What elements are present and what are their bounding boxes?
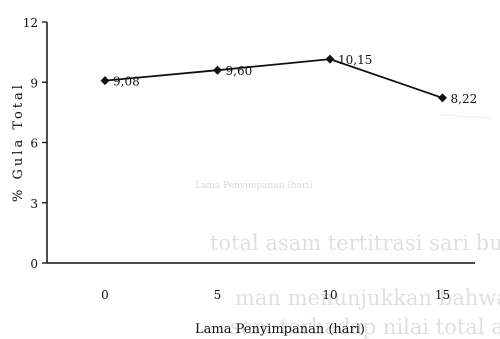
x-ticks: 0 5 10 15 xyxy=(101,288,450,302)
bleed-line-2: man menunjukkan bahwa perlakuan l xyxy=(235,286,500,310)
y-tick-label: 0 xyxy=(30,257,38,271)
data-label: 10,15 xyxy=(338,53,372,67)
x-tick-label: 15 xyxy=(435,288,450,302)
bleed-line-1: total asam tertitrasi sari buah murbei s xyxy=(210,231,500,255)
data-point xyxy=(213,65,222,75)
y-tick-label: 6 xyxy=(30,137,38,151)
data-point xyxy=(438,93,447,103)
y-ticks: 0 3 6 9 12 xyxy=(23,16,47,271)
x-tick-label: 0 xyxy=(101,288,109,302)
y-tick-label: 12 xyxy=(23,16,38,30)
data-label: 9,60 xyxy=(226,64,253,78)
series-group: 9,08 9,60 10,15 8,22 xyxy=(100,53,478,106)
data-label: 8,22 xyxy=(451,92,478,106)
x-tick-label: 10 xyxy=(322,288,337,302)
data-label: 9,08 xyxy=(113,75,140,89)
series-line xyxy=(104,58,443,99)
data-point xyxy=(325,54,335,64)
bleed-line-3: sam terhadap nilai total asam te xyxy=(230,315,500,339)
y-tick-label: 9 xyxy=(30,76,38,90)
y-tick-label: 3 xyxy=(30,197,38,211)
x-axis-title: Lama Penyimpanan (hari) xyxy=(195,322,365,337)
data-point xyxy=(100,76,110,86)
y-axis-title: % Gula Total xyxy=(11,82,26,202)
bleed-faint-label: Lama Penyimpanan (hari) xyxy=(195,180,313,191)
x-tick-label: 5 xyxy=(214,288,222,302)
bleed-through: Lama Penyimpanan (hari) total asam terti… xyxy=(195,114,500,339)
